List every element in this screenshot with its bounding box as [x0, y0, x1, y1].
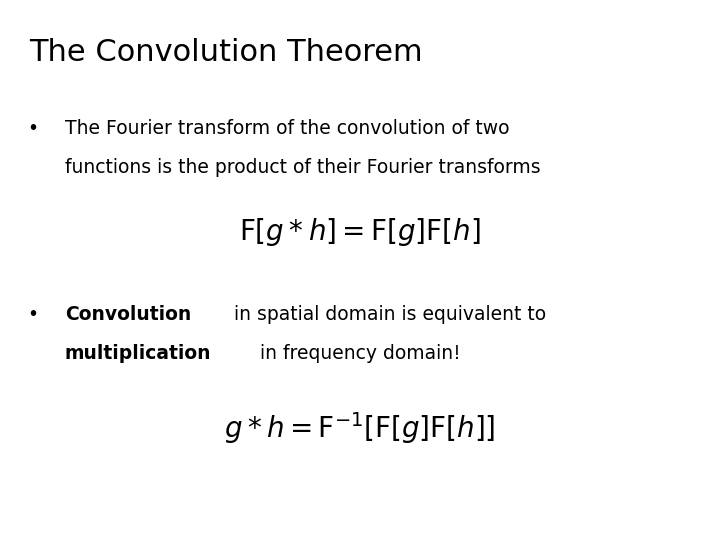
Text: Convolution: Convolution: [65, 305, 191, 324]
Text: in frequency domain!: in frequency domain!: [254, 344, 461, 363]
Text: $g * h = \mathrm{F}^{-1}[\mathrm{F}[g]\mathrm{F}[h]]$: $g * h = \mathrm{F}^{-1}[\mathrm{F}[g]\m…: [225, 410, 495, 446]
Text: functions is the product of their Fourier transforms: functions is the product of their Fourie…: [65, 158, 541, 177]
Text: in spatial domain is equivalent to: in spatial domain is equivalent to: [228, 305, 546, 324]
Text: $\mathrm{F}[g * h] = \mathrm{F}[g]\mathrm{F}[h]$: $\mathrm{F}[g * h] = \mathrm{F}[g]\mathr…: [239, 216, 481, 248]
Text: •: •: [27, 305, 38, 324]
Text: •: •: [27, 119, 38, 138]
Text: multiplication: multiplication: [65, 344, 211, 363]
Text: The Convolution Theorem: The Convolution Theorem: [29, 38, 423, 67]
Text: The Fourier transform of the convolution of two: The Fourier transform of the convolution…: [65, 119, 509, 138]
